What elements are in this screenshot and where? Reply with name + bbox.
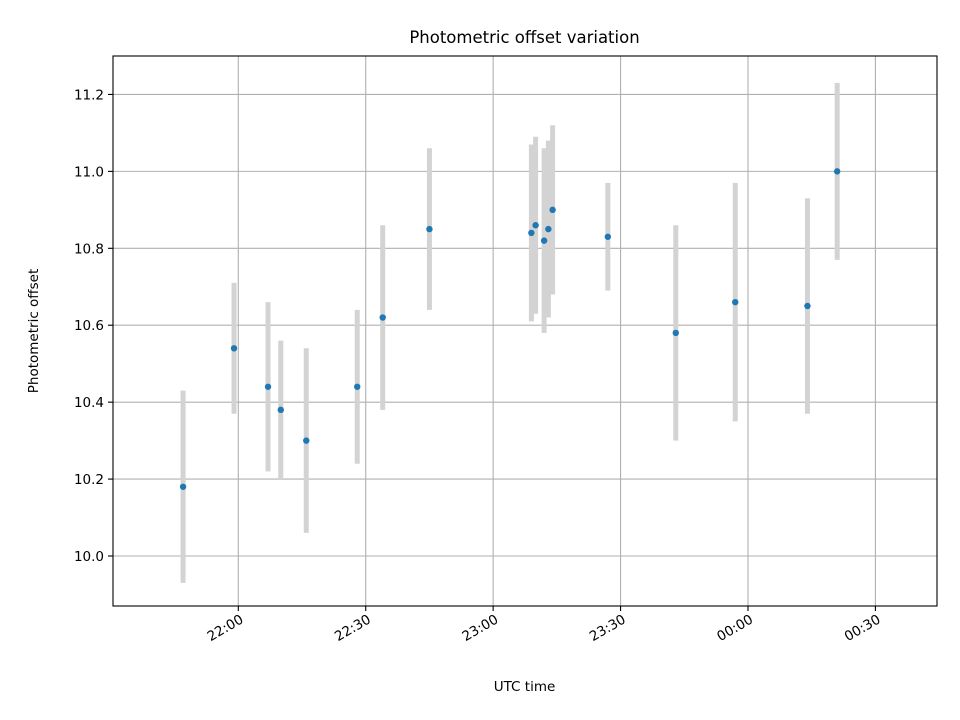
data-point (277, 406, 284, 414)
data-point (604, 233, 612, 240)
y-tick-label: 10.8 (74, 241, 104, 257)
data-point (540, 237, 548, 244)
data-point (549, 206, 556, 214)
x-axis-ticks: 22:0022:3023:0023:3000:0000:3001:0001:30… (205, 606, 884, 645)
data-point (532, 222, 539, 229)
y-tick-label: 10.4 (74, 395, 104, 411)
data-points (179, 168, 841, 490)
grid-lines (113, 56, 937, 606)
data-point (804, 302, 811, 310)
data-point (379, 314, 386, 321)
y-tick-label: 10.6 (74, 318, 104, 334)
y-axis-ticks: 10.0 10.2 10.4 10.6 10.8 11.0 11.2 (74, 87, 113, 565)
x-tick-label: 22:00 (205, 612, 247, 645)
chart-title: Photometric offset variation (409, 28, 639, 47)
data-point (303, 437, 310, 444)
x-tick-label: 23:00 (459, 612, 501, 645)
data-point (528, 229, 535, 237)
data-point (732, 298, 739, 306)
y-tick-label: 11.0 (74, 164, 104, 180)
y-axis-label: Photometric offset (26, 269, 42, 393)
x-tick-label: 22:30 (332, 612, 374, 645)
y-tick-label: 10.2 (74, 472, 104, 488)
y-tick-label: 10.0 (74, 549, 104, 565)
data-point (426, 225, 433, 233)
x-tick-label: 00:30 (842, 612, 884, 645)
error-bars (180, 82, 840, 583)
x-tick-label: 23:30 (587, 612, 629, 645)
plot-area-frame (112, 55, 938, 607)
data-point (354, 383, 361, 390)
data-point (833, 168, 841, 175)
data-point (179, 483, 187, 490)
data-point (264, 383, 272, 390)
x-tick-label: 00:00 (714, 612, 756, 645)
data-point (230, 345, 238, 352)
data-point (672, 329, 679, 337)
y-tick-label: 11.2 (74, 87, 104, 103)
x-axis-label: UTC time (494, 679, 556, 695)
data-point (545, 225, 552, 233)
